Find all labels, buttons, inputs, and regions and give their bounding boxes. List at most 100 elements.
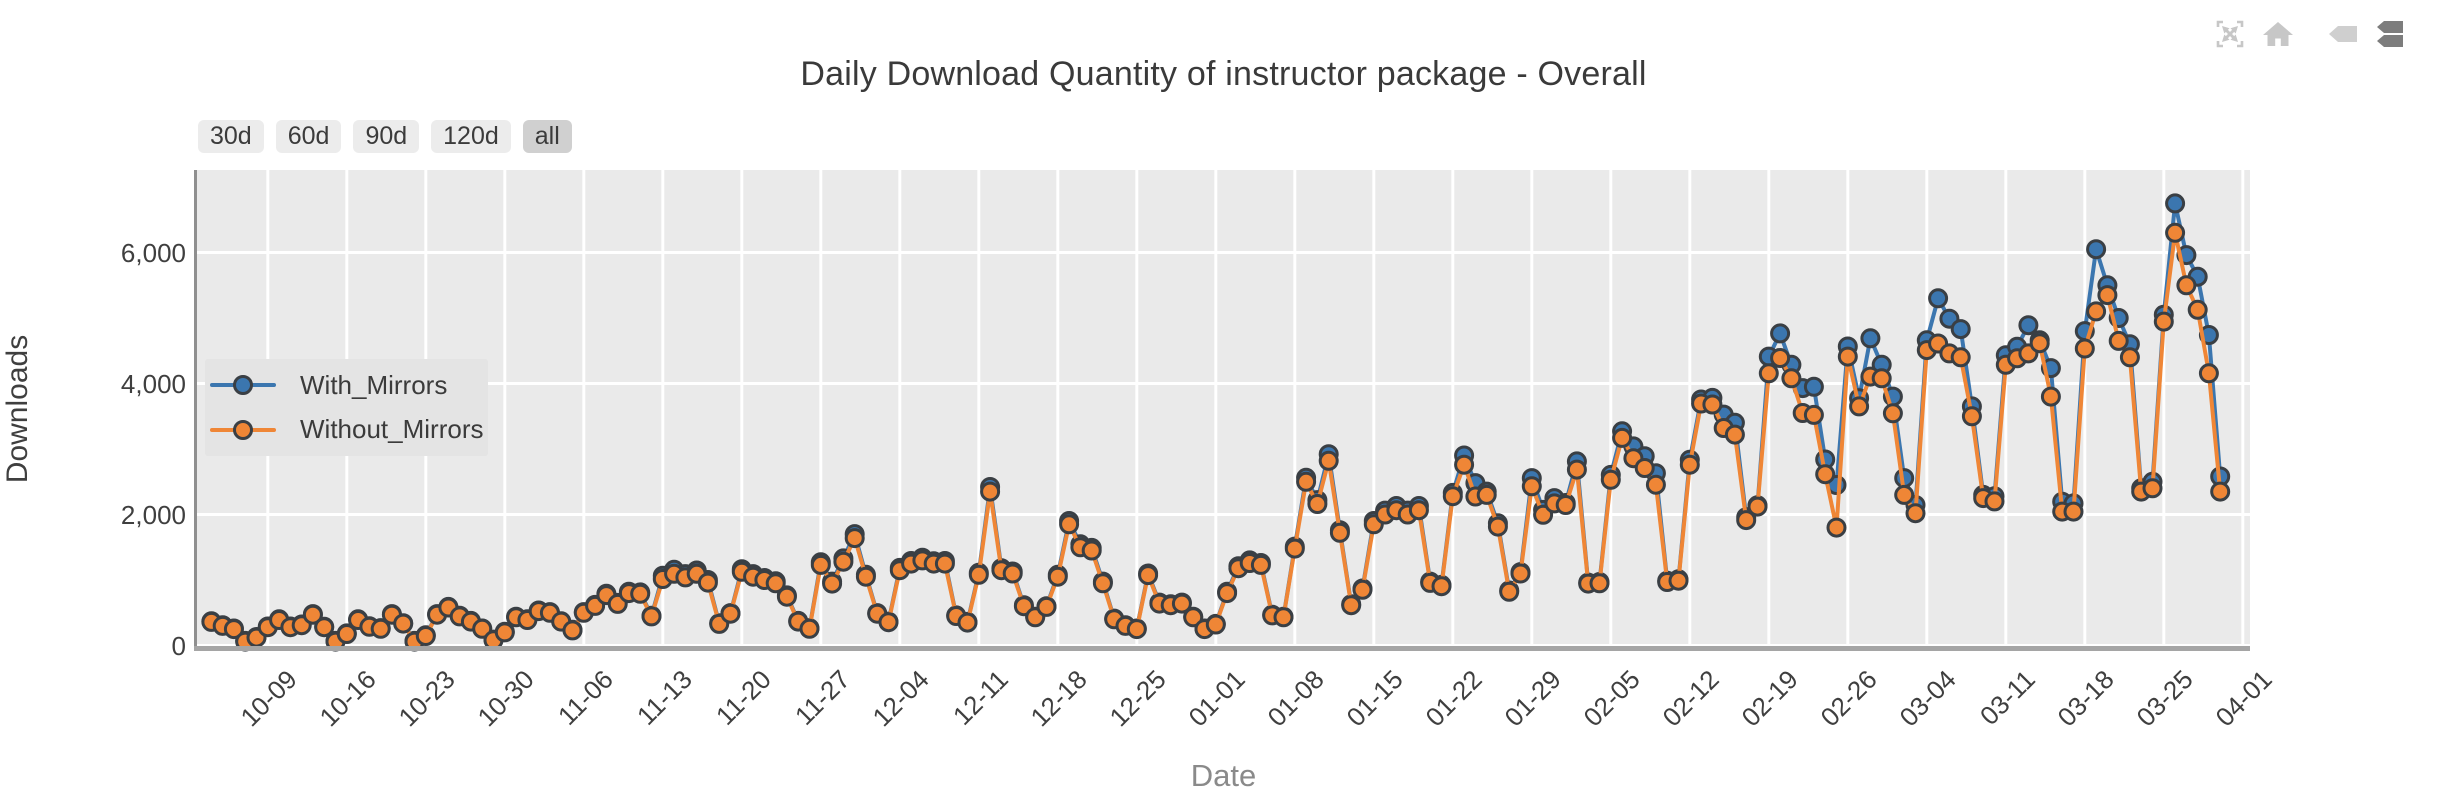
- data-point: [1837, 346, 1858, 367]
- legend-label-without-mirrors: Without_Mirrors: [300, 414, 484, 445]
- data-point: [1634, 458, 1655, 478]
- data-point: [1905, 503, 1926, 524]
- data-point: [2176, 275, 2197, 296]
- data-point: [720, 603, 741, 624]
- data-point: [765, 573, 786, 594]
- data-point: [1138, 565, 1159, 586]
- data-point: [776, 586, 797, 607]
- data-point: [393, 613, 414, 634]
- bottom-axis-spine: [194, 646, 2250, 651]
- data-point: [697, 572, 718, 593]
- data-point: [1250, 554, 1271, 575]
- y-axis-label: Downloads: [1, 334, 34, 484]
- range-button-120d[interactable]: 120d: [431, 120, 511, 153]
- data-point: [1747, 496, 1768, 517]
- y-tick-label: 4,000: [120, 368, 186, 399]
- data-point: [415, 626, 436, 646]
- data-point: [494, 622, 515, 643]
- data-point: [1307, 494, 1328, 514]
- autoscale-icon[interactable]: [2212, 16, 2248, 52]
- data-point: [1002, 563, 1023, 584]
- data-point: [1081, 540, 1102, 561]
- data-point: [822, 573, 843, 594]
- data-point: [810, 554, 831, 575]
- data-point: [968, 564, 989, 585]
- data-point: [934, 553, 955, 574]
- data-point: [1047, 566, 1068, 587]
- data-point: [1770, 323, 1791, 344]
- range-button-90d[interactable]: 90d: [353, 120, 420, 153]
- data-point: [472, 618, 493, 639]
- data-point: [2187, 299, 2208, 320]
- data-point: [1566, 459, 1587, 480]
- data-point: [1950, 347, 1971, 368]
- data-point: [1329, 522, 1350, 543]
- data-point: [2198, 363, 2219, 384]
- data-point: [1442, 486, 1463, 507]
- data-point: [1092, 573, 1113, 594]
- data-point: [2086, 301, 2107, 322]
- hover-closest-icon[interactable]: [2324, 16, 2360, 52]
- range-button-30d[interactable]: 30d: [198, 120, 264, 153]
- data-point: [1736, 510, 1757, 531]
- legend-item-with-mirrors[interactable]: With_Mirrors: [205, 367, 488, 403]
- data-point: [2097, 285, 2118, 306]
- data-point: [1487, 516, 1508, 537]
- data-point: [1860, 328, 1881, 349]
- data-point: [2165, 222, 2186, 243]
- data-point: [370, 618, 391, 639]
- data-point: [1217, 583, 1238, 604]
- data-point: [1059, 514, 1080, 535]
- hover-compare-icon[interactable]: [2370, 16, 2406, 52]
- data-point: [1961, 406, 1982, 427]
- y-tick-label: 2,000: [120, 499, 186, 530]
- data-point: [1758, 363, 1779, 384]
- chart-toolbar: [2204, 12, 2434, 56]
- data-point: [2119, 347, 2140, 368]
- data-point: [314, 617, 335, 638]
- data-point: [1476, 484, 1497, 505]
- data-point: [1431, 576, 1452, 597]
- data-point: [1533, 504, 1554, 525]
- data-point: [1341, 595, 1362, 616]
- data-point: [1408, 500, 1429, 521]
- home-icon[interactable]: [2260, 16, 2296, 52]
- data-point: [855, 566, 876, 587]
- data-point: [2063, 501, 2084, 522]
- data-point: [1770, 348, 1791, 368]
- data-point: [1171, 593, 1192, 614]
- with-mirrors-line-marker-icon: [208, 367, 278, 403]
- data-point: [336, 624, 357, 644]
- data-point: [1555, 495, 1576, 515]
- legend-label-with-mirrors: With_Mirrors: [300, 369, 448, 400]
- data-point: [1781, 368, 1802, 389]
- data-point: [1724, 424, 1745, 445]
- range-button-60d[interactable]: 60d: [275, 120, 342, 153]
- data-point: [1284, 538, 1305, 559]
- data-point: [1928, 288, 1949, 309]
- data-point: [1668, 570, 1689, 591]
- data-point: [2086, 239, 2107, 260]
- data-point: [1826, 517, 1847, 538]
- data-point: [1296, 471, 1317, 492]
- data-point: [2074, 338, 2095, 359]
- data-point: [1849, 396, 1870, 417]
- y-tick-label: 6,000: [120, 237, 186, 268]
- data-point: [844, 528, 865, 549]
- data-point: [1882, 403, 1903, 424]
- data-point: [1510, 563, 1531, 584]
- data-point: [2165, 193, 2186, 214]
- series-without-mirrors-markers: [201, 222, 2231, 652]
- data-point: [799, 618, 820, 639]
- legend-item-without-mirrors[interactable]: Without_Mirrors: [205, 412, 488, 448]
- range-button-all[interactable]: all: [522, 120, 572, 153]
- data-point: [1205, 614, 1226, 635]
- data-point: [1318, 450, 1339, 471]
- data-point: [630, 583, 651, 604]
- data-point: [1950, 319, 1971, 340]
- data-point: [2142, 478, 2163, 499]
- data-point: [2018, 315, 2039, 336]
- data-point: [1589, 573, 1610, 594]
- data-point: [302, 604, 323, 625]
